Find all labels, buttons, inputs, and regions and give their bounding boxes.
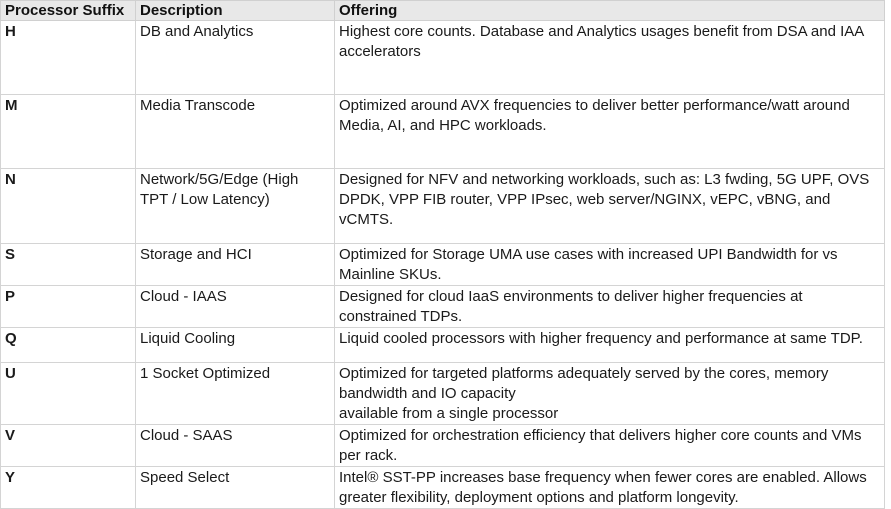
offering-cell: Optimized for targeted platforms adequat…: [334, 362, 885, 425]
header-description: Description: [135, 0, 335, 21]
table-row: Q Liquid Cooling Liquid cooled processor…: [0, 327, 885, 363]
offering-cell: Highest core counts. Database and Analyt…: [334, 20, 885, 95]
description-cell: Cloud - IAAS: [135, 285, 335, 328]
description-cell: Media Transcode: [135, 94, 335, 169]
description-cell: DB and Analytics: [135, 20, 335, 95]
suffix-cell: U: [0, 362, 136, 425]
table-row: M Media Transcode Optimized around AVX f…: [0, 94, 885, 169]
suffix-cell: M: [0, 94, 136, 169]
table-row: V Cloud - SAAS Optimized for orchestrati…: [0, 424, 885, 467]
table-row: S Storage and HCI Optimized for Storage …: [0, 243, 885, 286]
suffix-cell: N: [0, 168, 136, 244]
table-row: P Cloud - IAAS Designed for cloud IaaS e…: [0, 285, 885, 328]
offering-cell: Optimized for orchestration efficiency t…: [334, 424, 885, 467]
description-cell: Speed Select: [135, 466, 335, 509]
suffix-cell: V: [0, 424, 136, 467]
header-processor-suffix: Processor Suffix: [0, 0, 136, 21]
table-row: N Network/5G/Edge (High TPT / Low Latenc…: [0, 168, 885, 244]
suffix-cell: S: [0, 243, 136, 286]
offering-cell: Optimized around AVX frequencies to deli…: [334, 94, 885, 169]
suffix-cell: P: [0, 285, 136, 328]
offering-cell: Intel® SST-PP increases base frequency w…: [334, 466, 885, 509]
offering-cell: Designed for cloud IaaS environments to …: [334, 285, 885, 328]
header-row: Processor Suffix Description Offering: [0, 0, 885, 21]
offering-cell: Optimized for Storage UMA use cases with…: [334, 243, 885, 286]
table-row: Y Speed Select Intel® SST-PP increases b…: [0, 466, 885, 509]
description-cell: Cloud - SAAS: [135, 424, 335, 467]
suffix-cell: Q: [0, 327, 136, 363]
header-offering: Offering: [334, 0, 885, 21]
suffix-cell: H: [0, 20, 136, 95]
table-row: H DB and Analytics Highest core counts. …: [0, 20, 885, 95]
offering-cell: Designed for NFV and networking workload…: [334, 168, 885, 244]
description-cell: Liquid Cooling: [135, 327, 335, 363]
table-row: U 1 Socket Optimized Optimized for targe…: [0, 362, 885, 425]
suffix-cell: Y: [0, 466, 136, 509]
description-cell: Network/5G/Edge (High TPT / Low Latency): [135, 168, 335, 244]
description-cell: 1 Socket Optimized: [135, 362, 335, 425]
offering-cell: Liquid cooled processors with higher fre…: [334, 327, 885, 363]
description-cell: Storage and HCI: [135, 243, 335, 286]
